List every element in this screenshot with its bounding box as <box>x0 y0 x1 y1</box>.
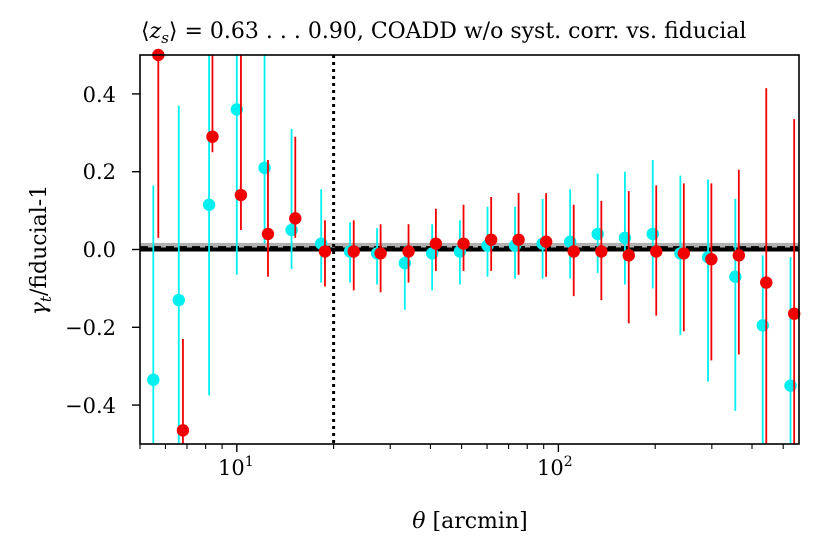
data-point <box>539 235 553 248</box>
data-point <box>484 233 498 246</box>
data-point <box>760 276 773 289</box>
data-point <box>595 245 608 258</box>
data-point <box>402 245 415 258</box>
ytick-label: 0.2 <box>83 160 116 184</box>
data-point <box>732 249 746 262</box>
data-point <box>289 212 302 225</box>
data-point <box>234 188 248 202</box>
y-axis-variable: γ <box>27 301 52 315</box>
data-point <box>176 424 190 437</box>
title-text: 0.63 . . . 0.90, COADD w/o syst. corr. v… <box>210 19 747 44</box>
xtick-label: 101 <box>218 454 254 480</box>
xtick-base: 10 <box>537 456 564 480</box>
data-point <box>457 237 470 250</box>
data-point <box>512 233 525 246</box>
ytick-label: 0.0 <box>83 238 116 262</box>
data-point <box>318 245 332 258</box>
xtick-exponent: 1 <box>245 454 254 470</box>
reference-lines <box>140 55 799 444</box>
data-point <box>261 227 275 241</box>
x-axis-label: θ [arcmin] <box>412 509 527 534</box>
data-point <box>622 249 635 262</box>
xtick-label: 102 <box>537 454 573 480</box>
title-bracket-close: ⟩ <box>169 19 178 44</box>
series-red <box>152 48 801 444</box>
data-point <box>787 307 801 320</box>
data-point <box>258 161 271 175</box>
x-axis-variable: θ <box>412 509 425 534</box>
title-subscript: s <box>161 29 169 47</box>
data-point <box>230 103 244 116</box>
chart-title: ⟨zs⟩ = 0.63 . . . 0.90, COADD w/o syst. … <box>141 19 746 47</box>
data-point <box>347 245 360 258</box>
ytick-label: −0.4 <box>65 394 116 418</box>
data-point <box>374 247 387 260</box>
title-variable: z <box>149 19 162 44</box>
xtick-base: 10 <box>218 456 245 480</box>
y-axis-subscript: t <box>37 295 55 302</box>
title-equals: = <box>177 19 209 44</box>
y-axis-label: γt/fiducial-1 <box>27 185 55 315</box>
x-axis-unit: [arcmin] <box>426 509 528 534</box>
data-point <box>705 253 718 266</box>
ytick-label: 0.4 <box>83 83 116 107</box>
data-point <box>429 237 443 250</box>
data-point <box>202 198 216 211</box>
data-series <box>147 48 801 444</box>
data-point <box>147 373 160 387</box>
data-point <box>650 245 663 258</box>
y-axis-text: /fiducial-1 <box>27 185 52 296</box>
data-point <box>677 247 691 260</box>
data-point <box>206 130 219 143</box>
ytick-label: −0.2 <box>65 316 116 340</box>
data-point <box>567 245 580 258</box>
title-bracket-open: ⟨ <box>141 19 150 44</box>
xtick-exponent: 2 <box>564 454 573 470</box>
axis-ticks <box>132 93 784 452</box>
data-point <box>172 293 185 307</box>
